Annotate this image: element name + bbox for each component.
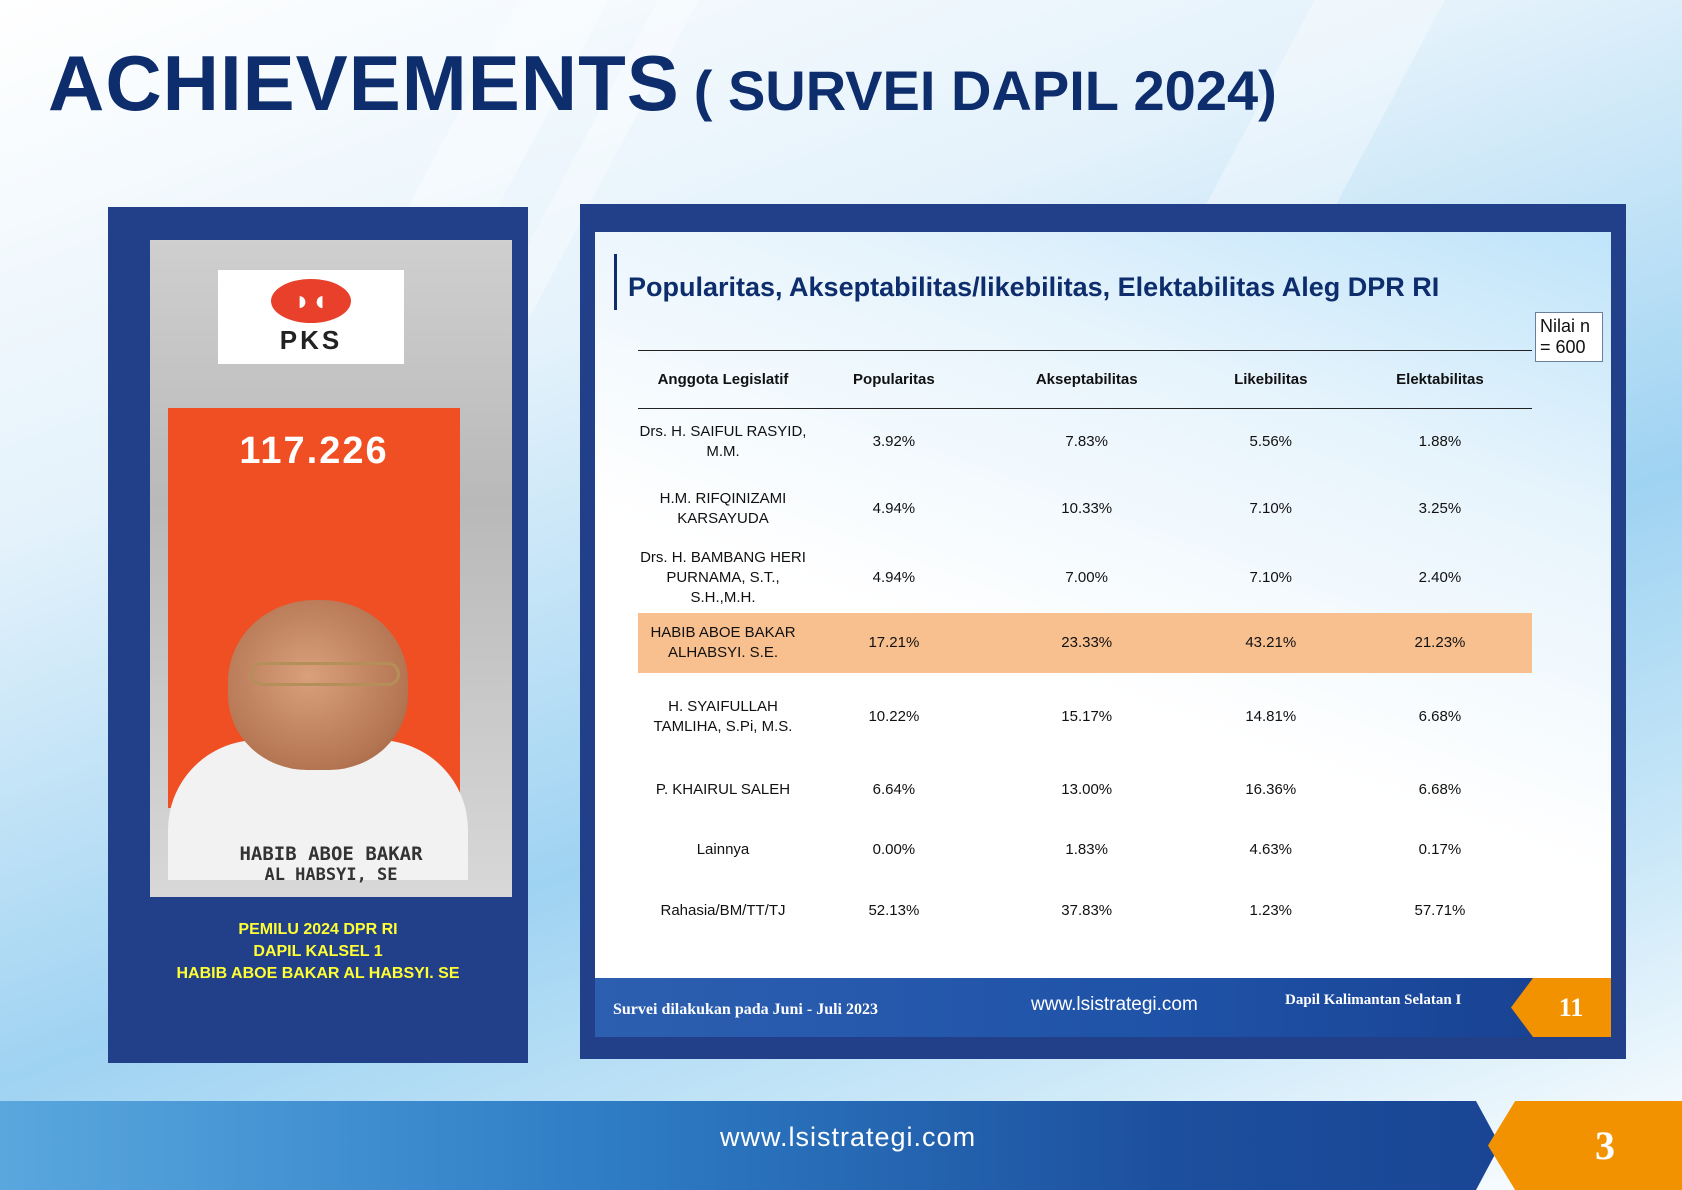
pks-logo-mark-icon: ◗◖ — [271, 278, 351, 323]
legislator-name: HABIB ABOE BAKAR ALHABSYI. S.E. — [638, 612, 808, 673]
page-footer — [0, 1101, 1500, 1190]
akseptabilitas-cell: 13.00% — [1061, 780, 1113, 798]
survey-table: Anggota Legislatif Popularitas Akseptabi… — [638, 350, 1532, 941]
table-row: H.M. RIFQINIZAMI KARSAYUDA 4.94% 10.33% … — [638, 475, 1532, 543]
likebilitas-cell: 43.21% — [1193, 612, 1348, 673]
slide-footer-url: www.lsistrategi.com — [1031, 994, 1198, 1015]
slide-title: Popularitas, Akseptabilitas/likebilitas,… — [628, 272, 1440, 302]
candidate-portrait — [168, 600, 468, 880]
legislator-name: H.M. RIFQINIZAMI KARSAYUDA — [659, 489, 787, 527]
slide-footer: Survei dilakukan pada Juni - Juli 2023 w… — [595, 978, 1611, 1037]
akseptabilitas-cell: 15.17% — [1061, 707, 1113, 725]
page-title-sub: ( SURVEI DAPIL 2024) — [693, 59, 1277, 122]
column-header: Likebilitas — [1193, 350, 1348, 409]
legislator-name: Lainnya — [696, 840, 750, 858]
likebilitas-cell: 16.36% — [1245, 780, 1297, 798]
akseptabilitas-cell: 7.83% — [1065, 432, 1108, 450]
table-row: Drs. H. BAMBANG HERI PURNAMA, S.T., S.H.… — [638, 543, 1532, 613]
table-row: P. KHAIRUL SALEH 6.64% 13.00% 16.36% 6.6… — [638, 761, 1532, 819]
popularitas-cell: 6.64% — [872, 780, 916, 798]
legislator-name: H. SYAIFULLAH TAMLIHA, S.Pi, M.S. — [653, 697, 793, 735]
legislator-name: Drs. H. SAIFUL RASYID, M.M. — [639, 422, 807, 460]
table-header-row: Anggota Legislatif Popularitas Akseptabi… — [638, 350, 1532, 409]
popularitas-cell: 52.13% — [868, 901, 920, 919]
footer-url: www.lsistrategi.com — [720, 1122, 977, 1152]
likebilitas-cell: 7.10% — [1249, 568, 1293, 586]
survey-panel: Popularitas, Akseptabilitas/likebilitas,… — [580, 204, 1626, 1059]
column-header: Elektabilitas — [1347, 350, 1532, 409]
legislator-name: P. KHAIRUL SALEH — [655, 780, 791, 798]
elektabilitas-cell: 6.68% — [1418, 707, 1462, 725]
campaign-poster: ◗◖ PKS 117.226 HABIB ABOE BAKAR AL HABSY… — [150, 240, 512, 897]
pks-logo: ◗◖ PKS — [218, 270, 404, 364]
popularitas-cell: 0.00% — [872, 840, 916, 858]
likebilitas-cell: 7.10% — [1249, 499, 1293, 517]
page-title: ACHIEVEMENTS( SURVEI DAPIL 2024) — [48, 38, 1277, 129]
elektabilitas-cell: 1.88% — [1418, 432, 1462, 450]
poster-candidate-name: HABIB ABOE BAKAR AL HABSYI, SE — [239, 843, 423, 885]
akseptabilitas-cell: 23.33% — [979, 612, 1194, 673]
legislator-name: Drs. H. BAMBANG HERI PURNAMA, S.T., S.H.… — [640, 548, 806, 606]
column-header: Anggota Legislatif — [638, 350, 808, 409]
table-row: Drs. H. SAIFUL RASYID, M.M. 3.92% 7.83% … — [638, 409, 1532, 475]
akseptabilitas-cell: 1.83% — [1065, 840, 1108, 858]
likebilitas-cell: 4.63% — [1249, 840, 1293, 858]
popularitas-cell: 10.22% — [868, 707, 920, 725]
campaign-caption: PEMILU 2024 DPR RI DAPIL KALSEL 1 HABIB … — [176, 921, 460, 982]
elektabilitas-cell: 21.23% — [1347, 612, 1532, 673]
elektabilitas-cell: 57.71% — [1414, 901, 1466, 919]
survey-period-note: Survei dilakukan pada Juni - Juli 2023 — [613, 1001, 878, 1018]
elektabilitas-cell: 2.40% — [1418, 568, 1462, 586]
campaign-panel: ◗◖ PKS 117.226 HABIB ABOE BAKAR AL HABSY… — [108, 207, 528, 1063]
likebilitas-cell: 5.56% — [1249, 432, 1293, 450]
slide-footer-dapil: Dapil Kalimantan Selatan I — [1285, 992, 1462, 1008]
column-header: Akseptabilitas — [979, 350, 1194, 409]
likebilitas-cell: 14.81% — [1245, 707, 1297, 725]
vote-count: 117.226 — [239, 430, 389, 472]
popularitas-cell: 17.21% — [808, 612, 980, 673]
popularitas-cell: 4.94% — [872, 568, 916, 586]
popularitas-cell: 4.94% — [872, 499, 916, 517]
table-row: H. SYAIFULLAH TAMLIHA, S.Pi, M.S. 10.22%… — [638, 673, 1532, 761]
table-row: Rahasia/BM/TT/TJ 52.13% 37.83% 1.23% 57.… — [638, 881, 1532, 941]
popularitas-cell: 3.92% — [872, 432, 916, 450]
akseptabilitas-cell: 37.83% — [1061, 901, 1113, 919]
elektabilitas-cell: 3.25% — [1418, 499, 1462, 517]
survey-slide: Popularitas, Akseptabilitas/likebilitas,… — [595, 232, 1611, 1037]
slide-page-number: 11 — [1511, 978, 1611, 1037]
page-number: 3 — [1488, 1101, 1682, 1190]
column-header: Popularitas — [808, 350, 980, 409]
pks-logo-text: PKS — [279, 324, 343, 355]
sample-size-box: Nilai n = 600 — [1535, 312, 1603, 362]
elektabilitas-cell: 0.17% — [1418, 840, 1462, 858]
legislator-name: Rahasia/BM/TT/TJ — [660, 901, 786, 919]
akseptabilitas-cell: 10.33% — [1061, 499, 1113, 517]
akseptabilitas-cell: 7.00% — [1065, 568, 1108, 586]
elektabilitas-cell: 6.68% — [1418, 780, 1462, 798]
likebilitas-cell: 1.23% — [1249, 901, 1293, 919]
table-row: Lainnya 0.00% 1.83% 4.63% 0.17% — [638, 819, 1532, 881]
page-title-main: ACHIEVEMENTS — [48, 39, 680, 127]
table-row-highlighted: HABIB ABOE BAKAR ALHABSYI. S.E. 17.21% 2… — [638, 612, 1532, 673]
